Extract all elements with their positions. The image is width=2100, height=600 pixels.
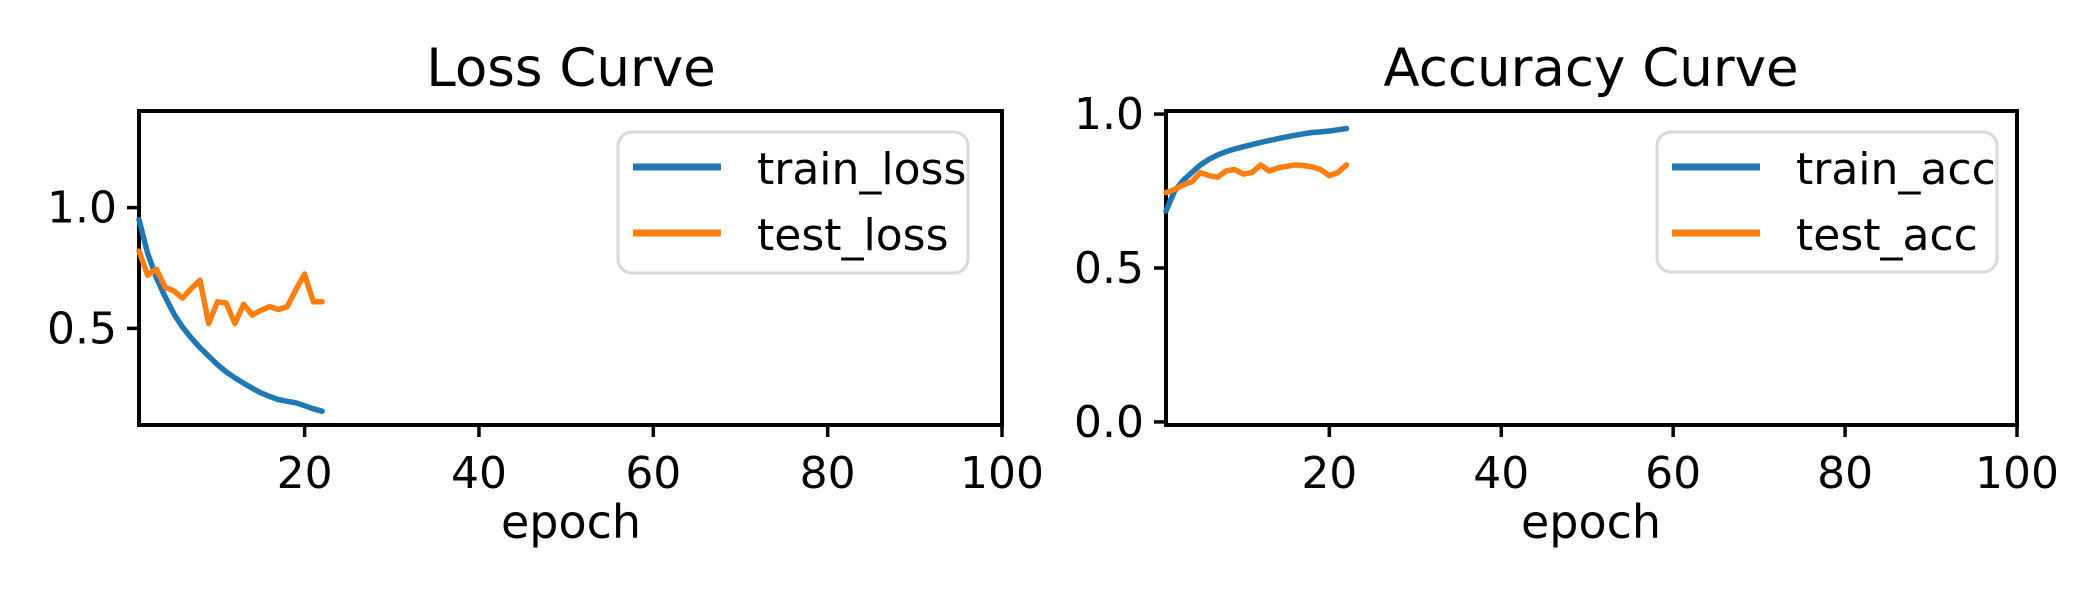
x-tick-label: 60 [1645, 448, 1701, 499]
x-axis-label: epoch [501, 495, 641, 549]
train_acc-line [1163, 125, 1350, 214]
test_acc-line [1163, 162, 1350, 196]
plot-area: 20 40 60 80 100 1.0 0.5 0.0 train_acc test_acc [1074, 89, 2059, 499]
legend-label-train_acc: train_acc [1796, 144, 1996, 195]
legend-label-test_acc: test_acc [1796, 210, 1978, 261]
x-axis-label: epoch [1521, 495, 1661, 549]
legend: train_acc test_acc [1655, 130, 1999, 274]
legend-label-test_loss: test_loss [757, 210, 949, 261]
x-tick-label: 60 [625, 448, 681, 499]
x-tick-label: 80 [800, 448, 856, 499]
x-tick-label: 40 [451, 448, 507, 499]
train_loss-line [136, 216, 325, 414]
test_loss-line [136, 248, 325, 327]
chart-title: Accuracy Curve [1383, 38, 1798, 99]
x-tick-label: 100 [1975, 448, 2059, 499]
plot-frame [137, 109, 1004, 427]
y-tick-label: 0.5 [47, 303, 117, 354]
chart-title: Loss Curve [426, 38, 715, 99]
x-tick-label: 100 [960, 448, 1044, 499]
x-tick-label: 40 [1473, 448, 1529, 499]
x-tick-label: 80 [1817, 448, 1873, 499]
x-tick-label: 20 [277, 448, 333, 499]
y-tick-label: 1.0 [47, 183, 117, 234]
legend-label-train_loss: train_loss [757, 144, 966, 195]
x-tick-label: 20 [1301, 448, 1357, 499]
legend: train_loss test_loss [616, 130, 970, 275]
accuracy-chart-canvas: Accuracy Curve 20 40 60 80 100 1.0 0.5 0.0 train… [1074, 38, 2059, 549]
plot-area: 20 40 60 80 100 1.0 0.5 train_loss test_loss [47, 109, 1044, 499]
loss-chart-canvas: Loss Curve 20 40 60 80 100 1.0 0.5 train_losste… [47, 38, 1044, 549]
y-tick-label: 0.0 [1074, 397, 1144, 448]
accuracy-chart: Accuracy Curve 20 40 60 80 100 1.0 0.5 0.0 train… [1050, 0, 2100, 600]
y-tick-label: 0.5 [1074, 243, 1144, 294]
y-tick-label: 1.0 [1074, 89, 1144, 140]
